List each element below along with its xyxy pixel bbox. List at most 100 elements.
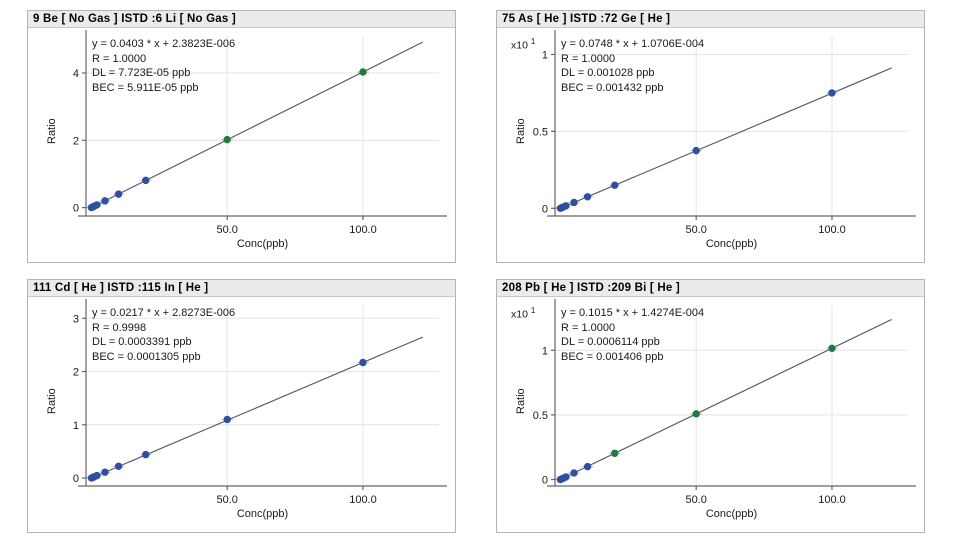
- multiplier-exponent: 1: [530, 306, 536, 315]
- stat-bec: BEC = 0.0001305 ppb: [92, 350, 201, 363]
- axes: [78, 30, 447, 217]
- gridlines: [555, 305, 908, 486]
- gridlines: [555, 36, 908, 216]
- y-tick-label: 1: [542, 49, 548, 61]
- panel-title: 75 As [ He ] ISTD :72 Ge [ He ]: [497, 11, 924, 28]
- y-axis-title: Ratio: [515, 387, 527, 414]
- axes: [547, 299, 916, 487]
- data-point[interactable]: [583, 462, 592, 471]
- data-point[interactable]: [223, 415, 231, 424]
- stat-r: R = 1.0000: [561, 52, 616, 65]
- data-series[interactable]: [554, 89, 838, 213]
- panel-pb208[interactable]: 208 Pb [ He ] ISTD :209 Bi [ He ] 0 0.5 1 50…: [496, 279, 925, 533]
- x-axis-ticks: 50.0 100.0: [216, 486, 377, 506]
- calibration-stats: y = 0.1015 * x + 1.4274E-004 R = 1.0000 DL…: [561, 306, 704, 364]
- panel-title: 208 Pb [ He ] ISTD :209 Bi [ He ]: [497, 280, 924, 297]
- plot-area[interactable]: 0 2 4 50.0 100.0: [28, 28, 455, 262]
- y-tick-label: 2: [73, 367, 79, 379]
- stat-r: R = 0.9998: [92, 321, 147, 334]
- axes: [547, 30, 916, 217]
- data-point[interactable]: [570, 469, 578, 477]
- gridlines: [86, 305, 439, 486]
- x-tick-label: 100.0: [349, 224, 377, 236]
- data-series[interactable]: [554, 462, 594, 484]
- panel-title: 111 Cd [ He ] ISTD :115 In [ He ]: [28, 280, 455, 297]
- data-series[interactable]: [85, 176, 152, 212]
- x-tick-label: 50.0: [216, 494, 237, 506]
- data-point[interactable]: [142, 176, 150, 185]
- data-point[interactable]: [359, 358, 367, 367]
- stat-r: R = 1.0000: [92, 52, 147, 65]
- x-tick-label: 100.0: [349, 494, 377, 506]
- data-point[interactable]: [114, 190, 123, 198]
- panel-be9[interactable]: 9 Be [ No Gas ] ISTD :6 Li [ No Gas ] 0 2 4…: [27, 10, 456, 263]
- x-tick-label: 50.0: [685, 224, 706, 236]
- y-axis-ticks: 00.51: [533, 345, 555, 487]
- data-point[interactable]: [583, 193, 592, 201]
- data-point[interactable]: [611, 449, 619, 457]
- stat-equation: y = 0.0748 * x + 1.0706E-004: [561, 38, 705, 50]
- calibration-stats: y = 0.0403 * x + 2.3823E-006 R = 1.0000 DL…: [92, 37, 235, 95]
- x-tick-label: 100.0: [818, 494, 846, 506]
- data-series[interactable]: [221, 68, 369, 144]
- stat-bec: BEC = 0.001432 ppb: [561, 81, 664, 94]
- y-tick-label: 0: [73, 203, 79, 215]
- data-point[interactable]: [570, 198, 578, 207]
- y-tick-label: 0.5: [533, 410, 548, 422]
- plot-area[interactable]: 0 1 2 3 50.0 100.0: [28, 297, 455, 532]
- y-tick-label: 0: [542, 475, 548, 487]
- y-axis-ticks: 00.51: [533, 49, 555, 215]
- y-axis-ticks: 0 1 2 3: [73, 313, 86, 485]
- data-point[interactable]: [93, 471, 101, 480]
- y-axis-multiplier: x10 1: [511, 306, 535, 321]
- data-point[interactable]: [223, 135, 231, 144]
- multiplier-base: x10: [511, 308, 528, 321]
- y-tick-label: 0: [542, 203, 548, 215]
- y-axis-title: Ratio: [515, 118, 527, 144]
- data-point[interactable]: [114, 462, 123, 471]
- data-point[interactable]: [93, 201, 101, 209]
- x-axis-ticks: 50.0 100.0: [685, 216, 846, 236]
- stat-equation: y = 0.0403 * x + 2.3823E-006: [92, 38, 236, 50]
- stat-bec: BEC = 5.911E-05 ppb: [92, 81, 199, 94]
- gridlines: [86, 36, 439, 216]
- y-tick-label: 2: [73, 135, 79, 147]
- data-point[interactable]: [101, 468, 109, 476]
- data-series[interactable]: [85, 358, 369, 482]
- stat-dl: DL = 0.0006114 ppb: [561, 336, 660, 348]
- x-axis-title: Conc(ppb): [236, 508, 289, 520]
- panel-cd111[interactable]: 111 Cd [ He ] ISTD :115 In [ He ] 0 1 2 3 50.…: [27, 279, 456, 533]
- y-tick-label: 1: [73, 420, 79, 432]
- stat-bec: BEC = 0.001406 ppb: [561, 350, 664, 363]
- calibration-stats: y = 0.0217 * x + 2.8273E-006 R = 0.9998 DL…: [92, 306, 235, 364]
- data-point[interactable]: [692, 410, 700, 418]
- panel-title: 9 Be [ No Gas ] ISTD :6 Li [ No Gas ]: [28, 11, 455, 28]
- x-axis-ticks: 50.0 100.0: [216, 216, 377, 236]
- stat-dl: DL = 7.723E-05 ppb: [92, 67, 191, 79]
- data-point[interactable]: [562, 202, 570, 210]
- y-axis-ticks: 0 2 4: [73, 68, 86, 215]
- data-point[interactable]: [828, 344, 836, 353]
- data-series[interactable]: [608, 344, 838, 457]
- y-tick-label: 4: [73, 68, 79, 80]
- data-point[interactable]: [692, 146, 700, 155]
- data-point[interactable]: [562, 473, 570, 481]
- data-point[interactable]: [142, 450, 150, 459]
- data-point[interactable]: [611, 181, 619, 189]
- panel-as75[interactable]: 75 As [ He ] ISTD :72 Ge [ He ] 0 0.5 1 50.0…: [496, 10, 925, 263]
- data-point[interactable]: [828, 89, 836, 97]
- stat-r: R = 1.0000: [561, 321, 616, 334]
- y-axis-multiplier: x10 1: [511, 37, 535, 52]
- multiplier-base: x10: [511, 39, 528, 52]
- y-axis-title: Ratio: [46, 387, 58, 414]
- y-tick-label: 0.5: [533, 126, 548, 138]
- y-tick-label: 1: [542, 345, 548, 357]
- data-point[interactable]: [101, 197, 109, 205]
- y-tick-label: 3: [73, 313, 79, 325]
- axes: [78, 299, 447, 487]
- data-point[interactable]: [359, 68, 367, 76]
- calibration-stats: y = 0.0748 * x + 1.0706E-004 R = 1.0000 DL…: [561, 37, 704, 95]
